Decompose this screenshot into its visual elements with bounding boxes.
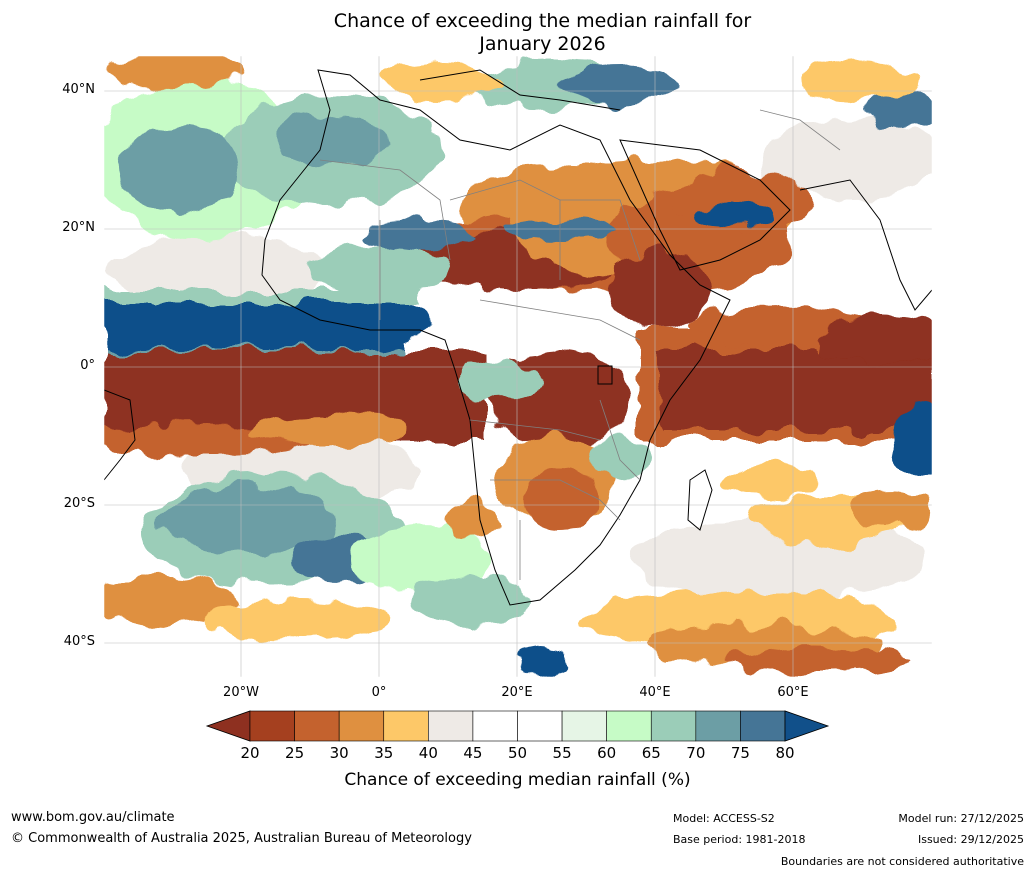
lon-label-60e: 60°E [777,685,809,700]
map-field [104,56,932,677]
colorbar-tick-label: 45 [463,744,483,762]
lon-label-20w: 20°W [223,685,259,700]
lat-label-20s: 20°S [63,496,95,511]
colorbar-high-extend [784,710,830,742]
colorbar-tick-label: 50 [507,744,528,762]
colorbar-box [740,710,786,742]
colorbar-tick-label: 70 [686,744,706,762]
colorbar-box [338,710,385,742]
colorbar-box [606,710,652,742]
title-line-2: January 2026 [479,33,606,55]
title-line-1: Chance of exceeding the median rainfall … [333,10,752,32]
colorbar-box [561,710,607,742]
lat-label-40n: 40°N [62,82,95,97]
colorbar-tick-label: 55 [552,744,572,762]
footer-model-run: Model run: 27/12/2025 [898,812,1024,825]
country-boundaries [319,109,841,580]
colorbar-box [517,710,563,742]
lat-label-0: 0° [80,358,95,373]
colorbar-tick-label: 60 [597,744,617,762]
footer-boundaries: Boundaries are not considered authoritat… [780,855,1024,868]
lon-label-40e: 40°E [639,685,671,700]
lon-label-20e: 20°E [501,685,533,700]
colorbar-box [472,710,518,742]
chart-title: Chance of exceeding the median rainfall … [0,10,1035,56]
colorbar-label: Chance of exceeding median rainfall (%) [344,770,691,790]
graticule [104,56,932,677]
colorbar-tick-label: 20 [240,744,260,762]
colorbar-box [249,710,295,742]
colorbar-box [428,710,474,742]
colorbar-low-extend [205,710,251,742]
colorbar-tick-label: 25 [285,744,305,762]
footer-model: Model: ACCESS-S2 [673,812,775,825]
colorbar-box [383,710,429,742]
colorbar-tick-label: 40 [418,744,438,762]
colorbar-box [650,710,697,742]
colorbar-box [695,710,741,742]
colorbar-box [294,710,340,742]
footer-base-period: Base period: 1981-2018 [673,833,806,846]
coastlines [104,69,932,606]
lon-label-0: 0° [371,685,387,700]
colorbar [205,710,830,742]
lat-label-20n: 20°N [62,220,95,235]
colorbar-tick-label: 80 [775,744,795,762]
colorbar-tick-label: 30 [329,744,349,762]
lat-label-40s: 40°S [63,634,95,649]
colorbar-tick-label: 35 [374,744,394,762]
colorbar-tick-label: 75 [730,744,750,762]
footer-url[interactable]: www.bom.gov.au/climate [11,810,175,825]
map-frame [103,55,933,678]
colorbar-tick-label: 65 [641,744,661,762]
footer-issued: Issued: 29/12/2025 [917,833,1024,846]
footer-copyright: © Commonwealth of Australia 2025, Austra… [11,831,472,846]
